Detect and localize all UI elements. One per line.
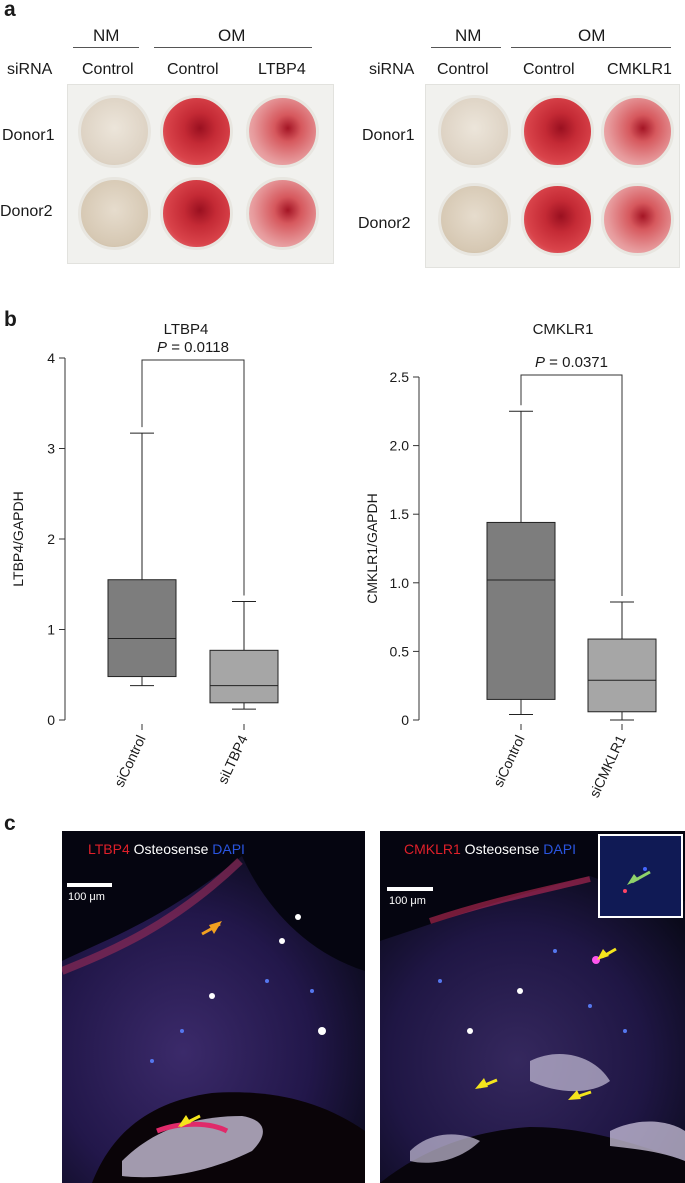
cmklr1-boxplot: CMKLR1 0 0.5 1.0 1.5 2.0 2.5 CMKLR1/GAPDH siCont… <box>364 321 657 800</box>
well <box>521 95 594 168</box>
y-tick-label: 1.0 <box>390 575 410 591</box>
group-line-om <box>154 47 312 48</box>
chart-title: CMKLR1 <box>533 321 594 338</box>
scale-bar <box>387 887 433 891</box>
box-iqr <box>209 649 279 704</box>
micrograph-image <box>62 856 365 1183</box>
ltbp4-micrograph: LTBP4 Osteosense DAPI 100 μm <box>62 831 365 1183</box>
box-iqr <box>486 521 556 700</box>
row-label-donor1: Donor1 <box>362 127 415 144</box>
panel-a-letter: a <box>4 0 16 21</box>
x-tick-label: siLTBP4 <box>214 732 251 786</box>
well <box>160 177 233 250</box>
y-tick-label: 2.0 <box>390 438 410 454</box>
panel-b-letter: b <box>4 308 17 331</box>
group-label-nm: NM <box>455 26 482 45</box>
well <box>78 95 151 168</box>
sirna-label: siRNA <box>7 61 53 78</box>
p-value-text: = 0.0118 <box>167 339 229 356</box>
chart-title: LTBP4 <box>164 321 209 338</box>
column-label: Control <box>167 61 219 78</box>
panel-c-letter: c <box>4 812 16 835</box>
stain-label-dapi: DAPI <box>212 841 245 857</box>
well <box>78 177 151 250</box>
significance-bracket <box>141 359 245 596</box>
y-tick-label: 0.5 <box>390 643 410 659</box>
p-value-symbol: P <box>157 339 167 356</box>
row-label-donor2: Donor2 <box>358 215 411 232</box>
well <box>601 183 674 256</box>
box-iqr <box>587 638 657 713</box>
column-label: Control <box>437 61 489 78</box>
box-iqr <box>107 579 177 678</box>
scale-bar-label: 100 μm <box>389 895 426 907</box>
row-label-donor1: Donor1 <box>2 127 55 144</box>
culture-plate-image <box>67 84 334 264</box>
y-tick-label: 2.5 <box>390 369 410 385</box>
well <box>438 95 511 168</box>
y-tick-label: 0 <box>47 712 55 728</box>
group-label-om: OM <box>578 26 606 45</box>
well <box>521 183 594 256</box>
y-tick-label: 4 <box>47 350 55 366</box>
column-label: Control <box>82 61 134 78</box>
micrograph-title: CMKLR1 Osteosense DAPI <box>404 841 576 857</box>
row-label-donor2: Donor2 <box>0 203 53 220</box>
p-value-text: = 0.0371 <box>545 354 608 371</box>
scale-bar <box>67 883 112 887</box>
group-label-om: OM <box>218 26 246 45</box>
stain-label-cmklr1: CMKLR1 <box>404 841 461 857</box>
y-axis-label: LTBP4/GAPDH <box>10 491 26 586</box>
sirna-label: siRNA <box>369 61 415 78</box>
p-value-label: P = 0.0371 <box>535 354 608 371</box>
stain-label-osteosense: Osteosense <box>460 841 544 857</box>
well <box>160 95 233 168</box>
p-value-label: P = 0.0118 <box>157 339 229 356</box>
y-tick-label: 2 <box>47 531 55 547</box>
well <box>601 95 674 168</box>
group-line-nm <box>431 47 501 48</box>
p-value-symbol: P <box>535 354 545 371</box>
scale-bar-label: 100 μm <box>68 891 105 903</box>
group-line-nm <box>73 47 139 48</box>
y-tick-label: 1 <box>47 622 55 638</box>
x-tick-label: siCMKLR1 <box>586 732 629 800</box>
column-label: Control <box>523 61 575 78</box>
well <box>246 177 319 250</box>
culture-plate-image <box>425 84 680 268</box>
stain-label-osteosense: Osteosense <box>129 841 213 857</box>
y-tick-label: 1.5 <box>390 506 410 522</box>
group-label-nm: NM <box>93 26 120 45</box>
y-axis-label: CMKLR1/GAPDH <box>364 493 380 603</box>
y-tick-label: 3 <box>47 441 55 457</box>
micrograph-image <box>380 834 685 1183</box>
stain-label-ltbp4: LTBP4 <box>88 841 130 857</box>
cmklr1-micrograph: CMKLR1 Osteosense DAPI 100 μm <box>380 831 685 1183</box>
column-label: CMKLR1 <box>607 61 672 78</box>
stain-label-dapi: DAPI <box>543 841 576 857</box>
significance-bracket <box>520 374 623 597</box>
x-tick-label: siControl <box>111 733 149 790</box>
x-tick-label: siControl <box>490 733 528 790</box>
column-label: LTBP4 <box>258 61 306 78</box>
well <box>438 183 511 256</box>
well <box>246 95 319 168</box>
ltbp4-boxplot: LTBP4 0 1 2 3 4 LTBP4/GAPDH siControl siLTBP4 P =… <box>10 321 279 790</box>
group-line-om <box>511 47 671 48</box>
y-tick-label: 0 <box>401 712 409 728</box>
micrograph-title: LTBP4 Osteosense DAPI <box>88 841 245 857</box>
